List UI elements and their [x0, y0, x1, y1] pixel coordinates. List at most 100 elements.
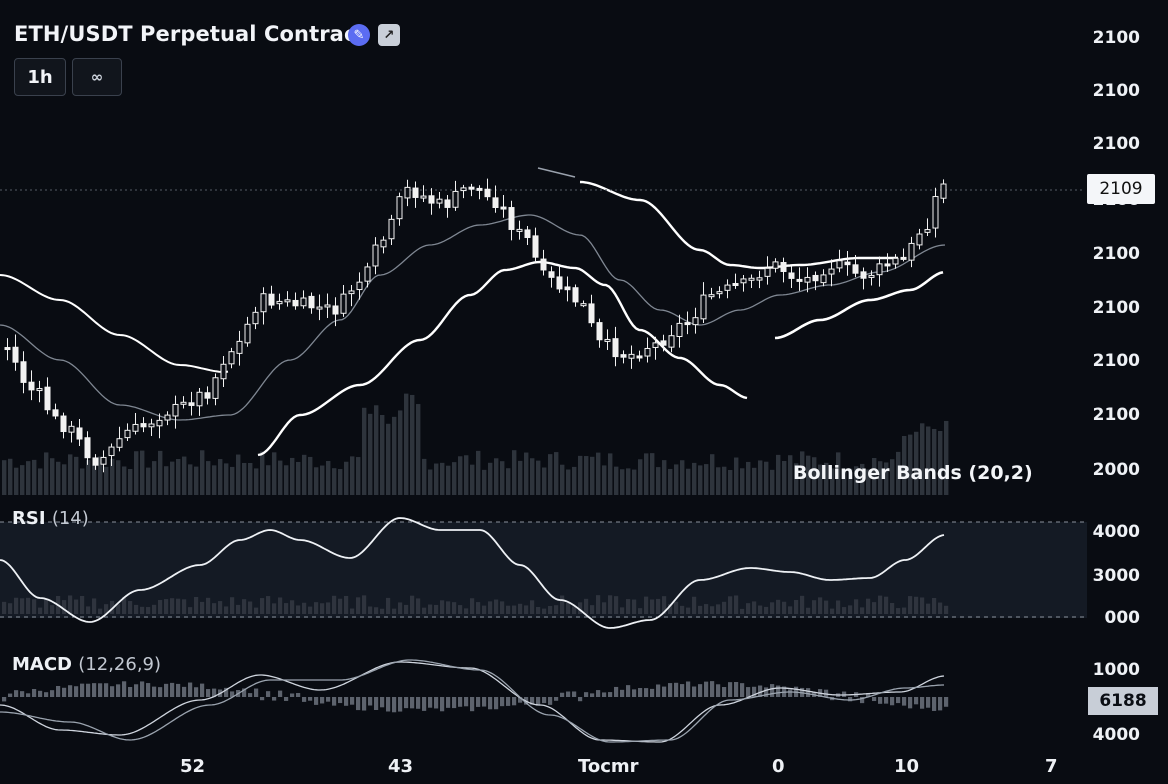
edit-pencil-icon[interactable]: ✎	[348, 24, 370, 46]
volume-bar	[476, 450, 481, 495]
volume-bar	[848, 468, 853, 495]
rsi-histogram-bar	[278, 597, 283, 614]
macd-histogram-bar	[74, 686, 79, 697]
rsi-name: RSI	[12, 508, 46, 529]
volume-bar	[458, 456, 463, 495]
rsi-histogram-bar	[824, 600, 829, 614]
candle-body	[124, 429, 131, 439]
volume-bar	[86, 460, 91, 495]
price-axis-label: 2100	[1092, 134, 1140, 154]
candle-body	[572, 287, 579, 303]
macd-histogram-bar	[356, 697, 361, 711]
candle-body	[460, 187, 467, 192]
volume-bar	[440, 462, 445, 495]
macd-histogram-bar	[116, 684, 121, 697]
candle-body	[852, 264, 859, 274]
macd-histogram-bar	[104, 683, 109, 697]
volume-bar	[326, 460, 331, 495]
timeframe-button[interactable]: 1h	[14, 58, 66, 96]
candle-body	[772, 261, 779, 269]
rsi-histogram-bar	[242, 599, 247, 614]
macd-histogram-bar	[128, 687, 133, 697]
rsi-histogram-bar	[164, 599, 169, 614]
candle-body	[724, 284, 731, 291]
candle-body	[844, 261, 851, 266]
volume-bar	[824, 462, 829, 495]
macd-histogram-bar	[872, 697, 877, 702]
rsi-histogram-bar	[236, 604, 241, 614]
rsi-histogram-bar	[428, 604, 433, 614]
macd-histogram-bar	[260, 697, 265, 701]
rsi-label: RSI (14)	[12, 508, 89, 529]
macd-line	[0, 661, 945, 743]
rsi-histogram-bar	[698, 605, 703, 614]
rsi-histogram-bar	[206, 597, 211, 614]
candle-body	[876, 263, 883, 276]
volume-bar	[782, 460, 787, 495]
rsi-histogram-bar	[32, 599, 37, 614]
rsi-histogram-bar	[518, 603, 523, 614]
macd-histogram-bar	[824, 689, 829, 697]
macd-histogram-bar	[806, 688, 811, 697]
candle-body	[76, 427, 83, 440]
rsi-histogram-bar	[302, 602, 307, 614]
candle-body	[804, 276, 811, 283]
candle-body	[924, 229, 931, 233]
macd-histogram-bar	[86, 683, 91, 697]
rsi-histogram-bar	[836, 600, 841, 614]
candle-body	[348, 290, 355, 295]
rsi-histogram-bar	[38, 607, 43, 614]
volume-bar	[344, 461, 349, 495]
volume-bar	[830, 468, 835, 495]
macd-histogram-bar	[902, 697, 907, 706]
time-axis-label: 52	[180, 756, 206, 777]
macd-histogram-bar	[578, 697, 583, 702]
volume-bar	[578, 455, 583, 495]
rsi-histogram-bar	[74, 599, 79, 614]
candle-body	[932, 196, 939, 229]
rsi-histogram-bar	[866, 598, 871, 614]
macd-histogram-bar	[422, 697, 427, 711]
volume-bar	[776, 454, 781, 495]
candle-body	[556, 276, 563, 290]
volume-bar	[896, 451, 901, 495]
volume-bar	[302, 454, 307, 495]
rsi-histogram-bar	[464, 608, 469, 614]
volume-bar	[512, 450, 517, 495]
link-icon[interactable]: ∞	[72, 58, 122, 96]
volume-bar	[674, 464, 679, 495]
rsi-histogram-bar	[152, 604, 157, 614]
macd-params: (12,26,9)	[78, 654, 162, 675]
rsi-histogram-bar	[452, 602, 457, 614]
candle-body	[916, 233, 923, 246]
macd-histogram-bar	[482, 697, 487, 707]
candle-body	[164, 414, 171, 421]
rsi-histogram-bar	[158, 600, 163, 614]
candle-body	[420, 195, 427, 199]
volume-bar	[98, 456, 103, 495]
rsi-histogram-bar	[440, 600, 445, 614]
ratio-icon[interactable]: ↗	[378, 24, 400, 46]
rsi-histogram-bar	[308, 606, 313, 614]
volume-bar	[62, 464, 67, 495]
macd-histogram-bar	[374, 697, 379, 711]
candle-body	[668, 335, 675, 348]
macd-histogram-bar	[758, 685, 763, 697]
candle-body	[452, 190, 459, 208]
macd-histogram-bar	[716, 684, 721, 697]
macd-histogram-bar	[56, 685, 61, 697]
volume-bar	[20, 465, 25, 495]
macd-histogram-bar	[278, 690, 283, 697]
volume-bar	[182, 456, 187, 495]
rsi-histogram-bar	[728, 596, 733, 614]
macd-histogram-bar	[506, 697, 511, 706]
rsi-histogram-bar	[710, 606, 715, 614]
volume-bar	[860, 463, 865, 495]
volume-bar	[740, 468, 745, 495]
macd-histogram-bar	[842, 691, 847, 697]
rsi-axis-label: 3000	[1092, 566, 1140, 586]
volume-bar	[854, 466, 859, 495]
macd-histogram-bar	[614, 686, 619, 697]
